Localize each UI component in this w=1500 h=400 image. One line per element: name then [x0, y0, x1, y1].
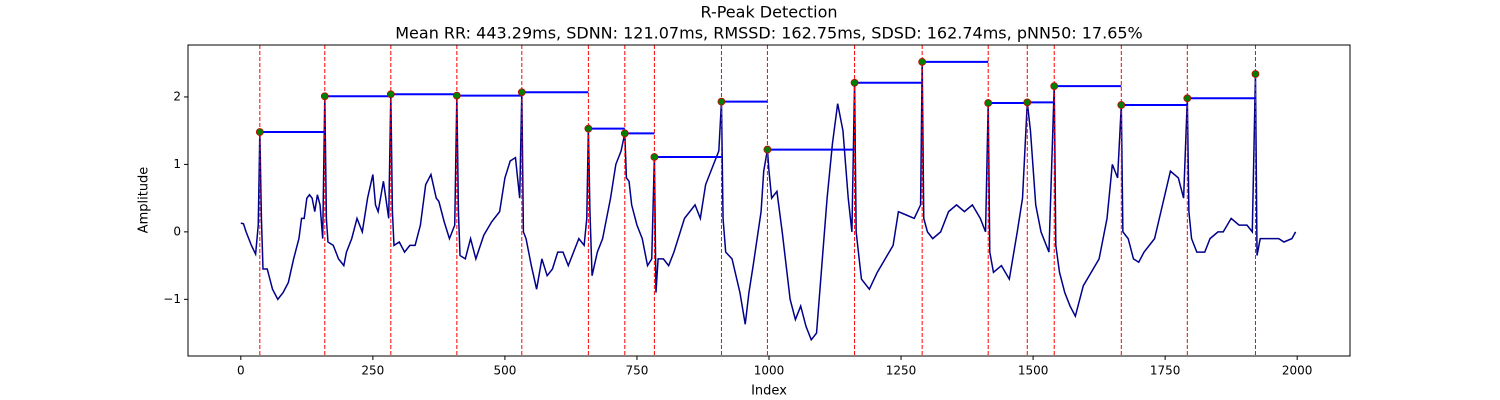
- peak-point: [584, 124, 593, 133]
- y-tick-label: 2: [173, 89, 181, 103]
- y-tick-label: 1: [173, 157, 181, 171]
- peak-point: [517, 88, 526, 97]
- x-tick-label: 2000: [1282, 364, 1313, 378]
- signal-line: [240, 61, 1297, 342]
- x-tick-label: 500: [493, 364, 516, 378]
- x-tick-label: 1750: [1150, 364, 1181, 378]
- peak-point: [918, 57, 927, 66]
- x-tick-label: 0: [237, 364, 245, 378]
- x-axis-label: Index: [751, 384, 787, 399]
- peak-point: [984, 99, 993, 107]
- peak-point: [255, 128, 264, 136]
- peak-point: [1183, 94, 1192, 103]
- x-tick-label: 1000: [754, 364, 785, 378]
- x-tick-label: 750: [626, 364, 649, 378]
- plot-frame: [187, 44, 1351, 357]
- peak-point: [320, 92, 329, 101]
- y-tick-label: 0: [173, 224, 181, 238]
- peak-point: [650, 153, 659, 161]
- y-tick-label: −1: [163, 292, 181, 306]
- peak-point: [620, 129, 629, 138]
- peak-point: [386, 90, 395, 99]
- x-tick-label: 250: [361, 364, 384, 378]
- peak-point: [850, 78, 859, 87]
- peak-point: [452, 91, 461, 100]
- peak-point: [1023, 98, 1032, 107]
- x-tick-label: 1250: [886, 364, 917, 378]
- chart-title: R-Peak Detection: [700, 3, 837, 22]
- chart-subtitle: Mean RR: 443.29ms, SDNN: 121.07ms, RMSSD…: [395, 24, 1143, 43]
- peak-point: [1050, 82, 1059, 91]
- x-tick-label: 1500: [1018, 364, 1049, 378]
- peak-point: [1251, 70, 1260, 78]
- peak-point: [717, 97, 726, 106]
- peak-point: [763, 145, 772, 154]
- peak-point: [1117, 101, 1126, 109]
- y-axis-label: Amplitude: [137, 167, 152, 234]
